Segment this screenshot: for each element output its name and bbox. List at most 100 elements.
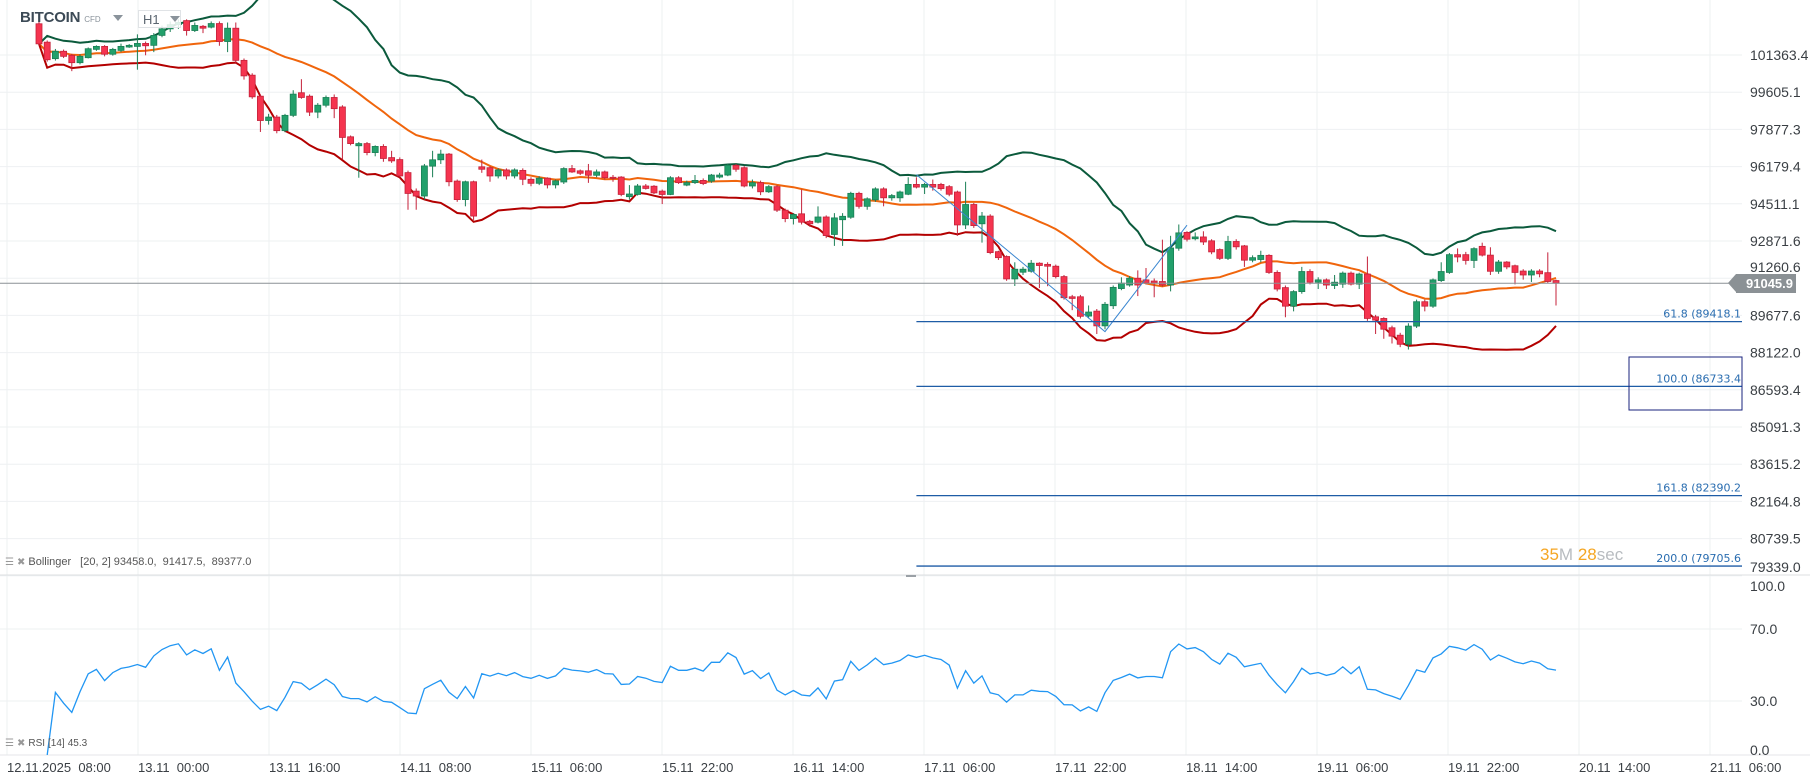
candle-body: [1044, 263, 1051, 267]
candle-body: [437, 153, 445, 161]
candle: [1372, 314, 1379, 334]
candle-body: [1003, 256, 1010, 280]
candle-body: [962, 204, 969, 226]
close-icon[interactable]: ✖: [16, 738, 26, 749]
candle: [995, 250, 1002, 260]
price-axis-label: 79339.0: [1750, 559, 1801, 575]
rsi-axis: 100.0 70.0 30.0 0.0: [1750, 578, 1785, 758]
candle: [1487, 247, 1494, 275]
candle: [314, 103, 322, 119]
candle-body: [560, 168, 568, 183]
candle-body: [215, 23, 223, 42]
candle: [929, 179, 937, 191]
candle-body: [1470, 248, 1478, 261]
candle-body: [388, 157, 396, 162]
candle-body: [1339, 272, 1347, 285]
candle: [404, 170, 412, 210]
rsi-axis-label: 100.0: [1750, 578, 1785, 594]
candle: [683, 180, 691, 187]
candle-body: [281, 114, 289, 132]
candle-body: [937, 184, 945, 190]
candle: [765, 185, 773, 193]
candle-body: [1093, 310, 1101, 327]
candle: [388, 150, 396, 163]
settings-list-icon[interactable]: ☰: [5, 556, 14, 568]
candle: [699, 178, 707, 186]
chevron-down-icon[interactable]: [169, 16, 180, 22]
candle-body: [658, 190, 666, 195]
candle-body: [585, 170, 592, 176]
candle-body: [355, 143, 363, 147]
candle-body: [1077, 296, 1084, 317]
candle-body: [232, 27, 240, 61]
chevron-down-icon[interactable]: [112, 14, 123, 21]
candle: [1249, 255, 1256, 263]
candle: [322, 95, 330, 108]
candle-body: [461, 181, 469, 200]
candle: [371, 145, 379, 157]
candle: [773, 185, 781, 212]
candle: [921, 182, 928, 195]
symbol-selector[interactable]: BITCOIN CFD: [20, 9, 123, 26]
fibonacci-trend-line: [916, 174, 1188, 333]
candle: [494, 168, 502, 179]
candle: [429, 150, 437, 178]
candle-body: [527, 178, 535, 184]
candle: [1495, 259, 1502, 274]
candle-body: [757, 182, 764, 193]
candle: [872, 187, 879, 202]
candle: [1208, 239, 1215, 255]
candle-body: [535, 177, 543, 184]
candle-body: [896, 191, 904, 199]
candle: [1503, 261, 1511, 270]
candle: [1044, 262, 1051, 287]
close-icon[interactable]: ✖: [16, 556, 26, 568]
candle: [478, 159, 486, 173]
candle-body: [650, 185, 658, 194]
candle-body: [158, 28, 166, 36]
candle: [84, 47, 92, 59]
candle: [970, 202, 978, 228]
candle: [724, 163, 732, 177]
candle-body: [1372, 316, 1379, 321]
candle: [273, 114, 281, 134]
settings-list-icon[interactable]: ☰: [5, 738, 14, 749]
candle-body: [502, 169, 510, 177]
timeframe-selector[interactable]: H1: [138, 10, 181, 28]
candle-body: [1413, 301, 1420, 327]
candle: [1101, 301, 1109, 330]
candles: [35, 19, 1560, 350]
candle-body: [1249, 257, 1256, 261]
candle-body: [904, 184, 912, 195]
candle: [101, 45, 108, 57]
candle-body: [806, 220, 814, 225]
candle: [461, 180, 469, 207]
candle: [1019, 266, 1027, 275]
candle: [880, 187, 887, 207]
candle: [708, 173, 715, 183]
candle-body: [1388, 327, 1396, 337]
candle: [650, 185, 658, 195]
candle-body: [379, 146, 387, 159]
candle: [904, 177, 912, 196]
time-axis-label: 15.11 22:00: [662, 760, 733, 775]
candle: [1331, 274, 1338, 290]
candle: [937, 182, 945, 191]
candle: [667, 176, 674, 196]
candle-body: [1380, 318, 1388, 330]
candle: [1224, 235, 1232, 260]
candle: [1003, 255, 1010, 281]
candle-body: [1036, 262, 1043, 266]
pane-resize-handle[interactable]: [906, 575, 916, 577]
candle-body: [626, 193, 633, 198]
countdown-minutes: 35: [1540, 545, 1559, 564]
time-axis-label: 18.11 14:00: [1186, 760, 1257, 775]
candle-body: [1347, 272, 1355, 285]
price-axis-label: 101363.4: [1750, 47, 1809, 63]
candle-body: [199, 25, 207, 29]
candle: [945, 185, 953, 197]
candle-body: [133, 43, 141, 47]
candle: [1167, 235, 1174, 292]
candle: [133, 34, 141, 70]
